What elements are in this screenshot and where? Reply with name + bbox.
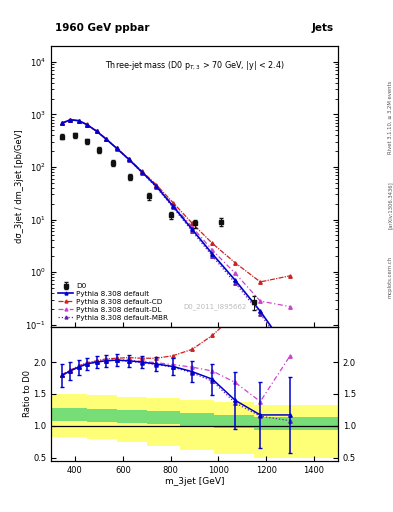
Pythia 8.308 default-MBR — [233, 280, 237, 286]
Text: mcplots.cern.ch: mcplots.cern.ch — [387, 255, 392, 297]
Pythia 8.308 default-MBR — [59, 120, 64, 126]
Pythia 8.308 default-CD — [140, 168, 144, 174]
Pythia 8.308 default — [76, 118, 81, 124]
Pythia 8.308 default-CD — [288, 273, 292, 279]
Y-axis label: dσ_3jet / dm_3jet [pb/GeV]: dσ_3jet / dm_3jet [pb/GeV] — [15, 130, 24, 243]
Pythia 8.308 default-CD — [94, 128, 99, 134]
Pythia 8.308 default-DL — [84, 121, 89, 127]
Pythia 8.308 default-MBR — [94, 128, 99, 134]
Pythia 8.308 default-DL — [59, 120, 64, 126]
Pythia 8.308 default — [210, 251, 215, 257]
Pythia 8.308 default-MBR — [114, 145, 119, 152]
Pythia 8.308 default-DL — [233, 270, 237, 276]
Pythia 8.308 default-MBR — [76, 118, 81, 124]
Pythia 8.308 default — [233, 277, 237, 283]
Pythia 8.308 default-DL — [68, 117, 73, 123]
Pythia 8.308 default-CD — [210, 241, 215, 247]
Pythia 8.308 default-CD — [114, 145, 119, 151]
Pythia 8.308 default-DL — [154, 183, 159, 189]
Text: Rivet 3.1.10, ≥ 3.2M events: Rivet 3.1.10, ≥ 3.2M events — [387, 81, 392, 155]
Pythia 8.308 default — [84, 121, 89, 127]
Pythia 8.308 default-CD — [68, 117, 73, 123]
Pythia 8.308 default-CD — [127, 156, 131, 162]
Pythia 8.308 default-CD — [171, 200, 175, 206]
Pythia 8.308 default-CD — [104, 136, 108, 142]
Legend: D0, Pythia 8.308 default, Pythia 8.308 default-CD, Pythia 8.308 default-DL, Pyth: D0, Pythia 8.308 default, Pythia 8.308 d… — [55, 280, 171, 324]
Pythia 8.308 default-DL — [94, 128, 99, 134]
Pythia 8.308 default-MBR — [68, 117, 73, 123]
Text: Three-jet mass (D0 p$_{T,3}$ > 70 GeV, |y| < 2.4): Three-jet mass (D0 p$_{T,3}$ > 70 GeV, |… — [105, 59, 285, 72]
Pythia 8.308 default-CD — [76, 117, 81, 123]
Text: D0_2011_I895662: D0_2011_I895662 — [183, 304, 246, 310]
Pythia 8.308 default-DL — [288, 304, 292, 310]
Pythia 8.308 default-CD — [84, 121, 89, 127]
Pythia 8.308 default-DL — [127, 156, 131, 162]
Pythia 8.308 default-MBR — [84, 121, 89, 127]
Pythia 8.308 default-MBR — [127, 157, 131, 163]
Pythia 8.308 default-CD — [190, 220, 195, 226]
Pythia 8.308 default-MBR — [190, 228, 195, 234]
Pythia 8.308 default — [94, 128, 99, 134]
Pythia 8.308 default — [140, 169, 144, 175]
Line: Pythia 8.308 default-MBR: Pythia 8.308 default-MBR — [60, 118, 292, 358]
Pythia 8.308 default-DL — [210, 247, 215, 253]
Pythia 8.308 default-MBR — [171, 204, 175, 210]
Pythia 8.308 default-MBR — [154, 184, 159, 190]
Line: Pythia 8.308 default: Pythia 8.308 default — [60, 118, 292, 355]
Pythia 8.308 default — [114, 145, 119, 152]
Pythia 8.308 default-MBR — [288, 353, 292, 359]
Line: Pythia 8.308 default-DL: Pythia 8.308 default-DL — [60, 118, 292, 308]
Pythia 8.308 default — [190, 226, 195, 232]
Pythia 8.308 default-MBR — [258, 311, 263, 317]
Pythia 8.308 default — [288, 351, 292, 357]
Text: [arXiv:1306.3436]: [arXiv:1306.3436] — [387, 181, 392, 229]
Text: 1960 GeV ppbar: 1960 GeV ppbar — [55, 23, 149, 33]
Pythia 8.308 default — [127, 156, 131, 162]
Pythia 8.308 default — [68, 117, 73, 123]
Pythia 8.308 default — [154, 183, 159, 189]
Pythia 8.308 default-CD — [154, 182, 159, 188]
Line: Pythia 8.308 default-CD: Pythia 8.308 default-CD — [60, 118, 292, 284]
Pythia 8.308 default — [104, 136, 108, 142]
Pythia 8.308 default-MBR — [140, 169, 144, 176]
Pythia 8.308 default-DL — [114, 145, 119, 152]
Pythia 8.308 default-CD — [59, 120, 64, 126]
Pythia 8.308 default-MBR — [104, 136, 108, 142]
Pythia 8.308 default-DL — [76, 118, 81, 124]
Pythia 8.308 default-DL — [140, 169, 144, 175]
X-axis label: m_3jet [GeV]: m_3jet [GeV] — [165, 477, 224, 486]
Text: Jets: Jets — [312, 23, 334, 33]
Pythia 8.308 default-DL — [171, 202, 175, 208]
Pythia 8.308 default-DL — [190, 224, 195, 230]
Pythia 8.308 default-DL — [258, 298, 263, 304]
Pythia 8.308 default — [59, 120, 64, 126]
Pythia 8.308 default-CD — [258, 279, 263, 285]
Pythia 8.308 default — [258, 308, 263, 314]
Pythia 8.308 default-CD — [233, 260, 237, 266]
Y-axis label: Ratio to D0: Ratio to D0 — [23, 370, 32, 417]
Pythia 8.308 default-MBR — [210, 253, 215, 259]
Pythia 8.308 default — [171, 203, 175, 209]
Pythia 8.308 default-DL — [104, 136, 108, 142]
